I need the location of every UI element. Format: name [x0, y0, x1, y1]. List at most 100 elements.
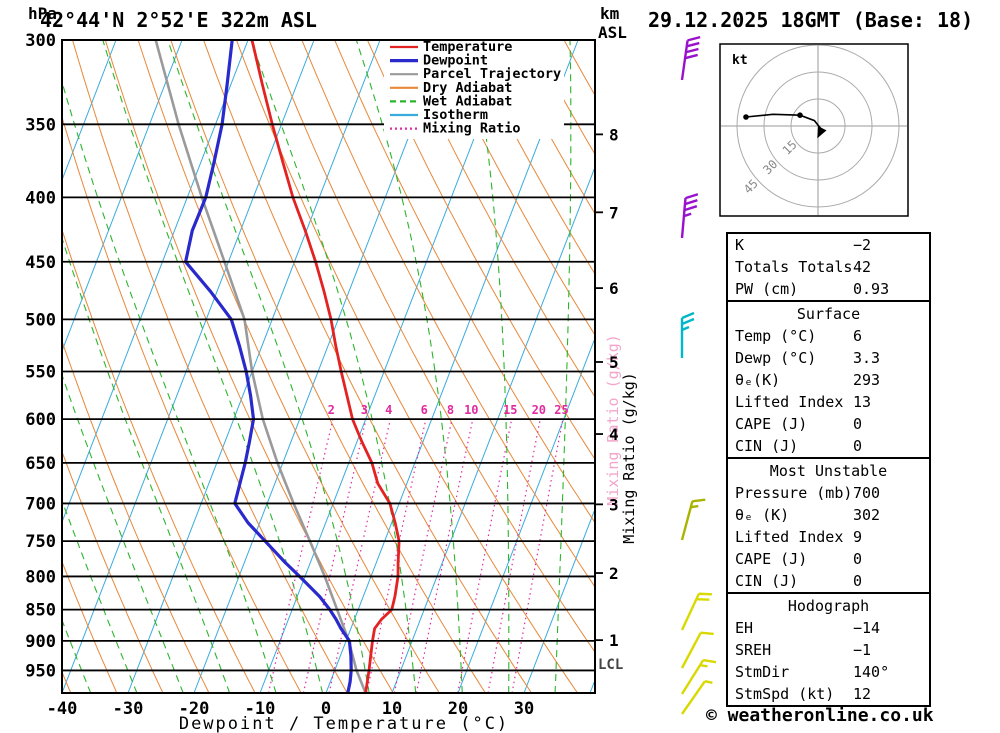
svg-text:0: 0 — [321, 699, 331, 719]
svg-text:3: 3 — [361, 403, 368, 417]
legend-label: Isotherm — [423, 107, 488, 123]
table-row: θₑ (K) 302 — [728, 504, 929, 526]
table-row-value: 293 — [853, 371, 881, 389]
svg-text:600: 600 — [25, 410, 56, 430]
table-row: EH −14 — [728, 617, 929, 639]
altitude-unit-asl-label: ASL — [598, 23, 627, 42]
table-row-value: −14 — [853, 619, 881, 637]
svg-text:450: 450 — [25, 253, 56, 273]
table-row-value: 0.93 — [853, 280, 890, 298]
table-row: PW (cm) 0.93 — [728, 278, 929, 300]
table-row-label: CAPE (J) — [735, 550, 808, 568]
svg-text:-20: -20 — [179, 699, 210, 719]
copyright: © weatheronline.co.uk — [706, 705, 934, 726]
wind-barb — [680, 311, 695, 358]
wind-barb — [680, 498, 706, 541]
svg-text:6: 6 — [609, 279, 619, 298]
svg-text:8: 8 — [447, 403, 454, 417]
table-row: Lifted Index 13 — [728, 391, 929, 413]
hodograph-ring — [736, 45, 900, 208]
table-row-label: CIN (J) — [735, 572, 799, 590]
legend-label: Dry Adiabat — [423, 80, 512, 96]
table-row-value: −1 — [853, 641, 872, 659]
svg-text:-30: -30 — [113, 699, 144, 719]
svg-text:6: 6 — [421, 403, 428, 417]
svg-text:550: 550 — [25, 363, 56, 383]
table-row-label: StmSpd (kt) — [735, 685, 835, 703]
temperature-tick-labels: -40 -30 -20 -10 0 10 20 30 — [47, 699, 535, 719]
table-row-label: SREH — [735, 641, 772, 659]
wet-adiabats — [62, 40, 572, 693]
svg-text:10: 10 — [464, 403, 478, 417]
svg-text:20: 20 — [532, 403, 546, 417]
table-row: CIN (J) 0 — [728, 570, 929, 592]
table-row-label: θₑ (K) — [735, 506, 790, 524]
table-row-value: 0 — [853, 572, 863, 590]
table-row: Dewp (°C) 3.3 — [728, 347, 929, 369]
temperature-curve — [250, 40, 401, 693]
table-row-label: Temp (°C) — [735, 327, 817, 345]
svg-text:500: 500 — [25, 310, 56, 330]
table-row-label: Dewp (°C) — [735, 349, 817, 367]
legend-label: Parcel Trajectory — [423, 66, 561, 82]
table-row: SREH −1 — [728, 639, 929, 661]
plot-border — [61, 39, 596, 694]
table-row: StmSpd (kt) 12 — [728, 683, 929, 705]
svg-text:20: 20 — [448, 699, 468, 719]
svg-text:30: 30 — [514, 699, 534, 719]
svg-text:-40: -40 — [47, 699, 78, 719]
table-section: K −2 Totals Totals 42 PW (cm) 0.93 — [728, 234, 929, 300]
table-row-value: 13 — [853, 393, 872, 411]
table-row: CAPE (J) 0 — [728, 548, 929, 570]
mixing-ratio-axis-label: Mixing Ratio (g/kg) — [620, 372, 638, 544]
wind-barb — [680, 658, 717, 695]
pressure-lines — [62, 39, 595, 672]
table-row-value: 6 — [853, 327, 863, 345]
table-section: Hodograph EH −14 SREH −1 StmDir 140° StmSpd (kt… — [728, 592, 929, 705]
hodograph-ring — [763, 71, 873, 181]
table-row-label: CIN (J) — [735, 437, 799, 455]
table-row-label: Totals Totals — [735, 258, 853, 276]
table-row-label: EH — [735, 619, 754, 637]
svg-text:5: 5 — [609, 353, 619, 372]
svg-text:300: 300 — [25, 31, 56, 51]
hodograph-ring — [790, 98, 846, 154]
table-row-value: 700 — [853, 484, 881, 502]
hodograph-unit-label: kt — [732, 53, 748, 68]
table-row: Totals Totals 42 — [728, 256, 929, 278]
svg-text:15: 15 — [503, 403, 517, 417]
table-section-header: Most Unstable — [769, 462, 888, 480]
svg-text:800: 800 — [25, 567, 56, 587]
table-row-value: 140° — [853, 663, 890, 681]
lcl-label: LCL — [598, 657, 623, 673]
legend-label: Mixing Ratio — [423, 121, 521, 137]
hodograph-trace — [745, 113, 827, 139]
svg-text:750: 750 — [25, 532, 56, 552]
svg-text:4: 4 — [385, 403, 392, 417]
table-row-label: Lifted Index — [735, 393, 844, 411]
svg-text:950: 950 — [25, 661, 56, 681]
mixing-ratio-value-labels: 2 3 4 6 8 10 15 20 25 — [328, 403, 569, 417]
table-row: Temp (°C) 6 — [728, 325, 929, 347]
svg-text:350: 350 — [25, 115, 56, 135]
table-row: CAPE (J) 0 — [728, 413, 929, 435]
table-row-label: Lifted Index — [735, 528, 844, 546]
datetime-title: 29.12.2025 18GMT (Base: 18) — [648, 8, 974, 32]
pressure-tick-labels: 300 350 400 450 500 550 600 650 700 750 800 850 900 9… — [25, 31, 56, 681]
legend-label: Dewpoint — [423, 53, 488, 69]
table-row: Pressure (mb) 700 — [728, 482, 929, 504]
table-row: K −2 — [728, 234, 929, 256]
svg-text:900: 900 — [25, 632, 56, 652]
table-section: Surface Temp (°C) 6 Dewp (°C) 3.3 θₑ(K) 293 Lif… — [728, 300, 929, 457]
svg-text:4: 4 — [609, 425, 619, 444]
plot-area — [62, 40, 595, 693]
table-row-label: θₑ(K) — [735, 371, 781, 389]
table-row-value: 0 — [853, 415, 863, 433]
svg-text:850: 850 — [25, 601, 56, 621]
table-section: Most Unstable Pressure (mb) 700 θₑ (K) 302 Li… — [728, 457, 929, 592]
table-row-value: 42 — [853, 258, 872, 276]
km-axis-ticks: 1 2 3 4 5 6 7 8 — [595, 125, 619, 650]
